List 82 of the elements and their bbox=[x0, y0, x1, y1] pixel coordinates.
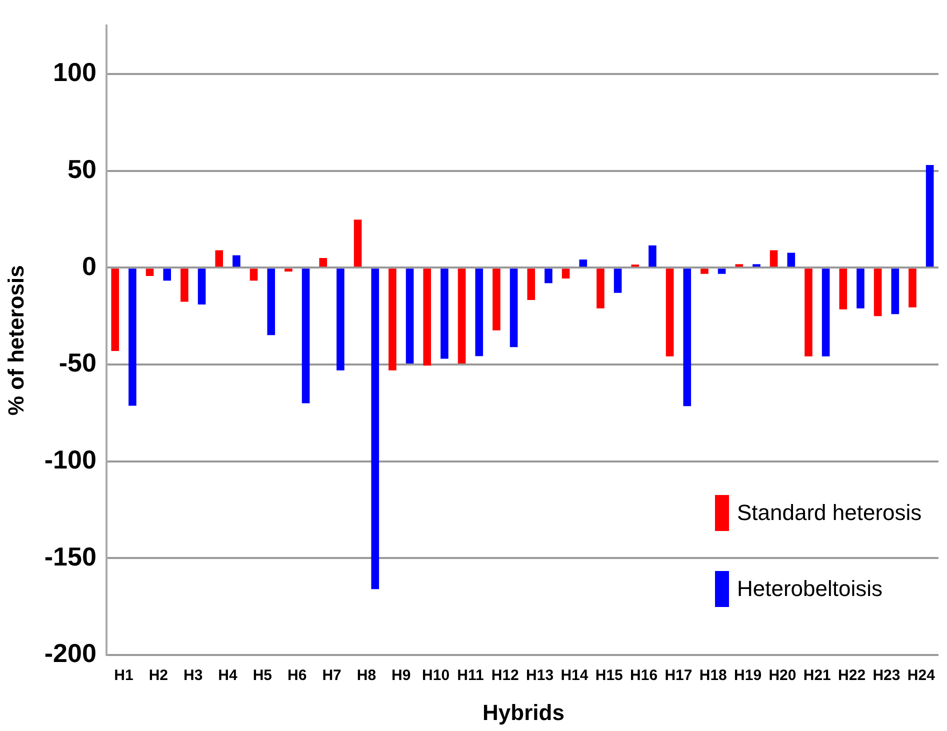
x-tick-label: H5 bbox=[252, 667, 272, 684]
x-tick-label: H4 bbox=[218, 667, 238, 684]
bar bbox=[163, 268, 172, 281]
x-tick-label: H8 bbox=[356, 667, 376, 684]
y-tick-label: -50 bbox=[58, 348, 96, 378]
bar bbox=[302, 268, 310, 404]
bar bbox=[128, 268, 136, 406]
bar bbox=[926, 165, 934, 267]
bar bbox=[908, 268, 916, 308]
bar bbox=[596, 268, 604, 308]
y-axis-title: % of heterosis bbox=[3, 265, 28, 416]
bar bbox=[371, 268, 380, 590]
y-tick-label: -150 bbox=[44, 541, 96, 572]
bar bbox=[267, 268, 276, 336]
x-tick-label: H22 bbox=[838, 667, 866, 684]
bar bbox=[319, 258, 328, 267]
x-tick-label: H6 bbox=[288, 667, 307, 684]
y-tick-label: 100 bbox=[53, 57, 96, 88]
bar bbox=[215, 250, 224, 267]
bar bbox=[822, 268, 830, 356]
y-tick-label: 0 bbox=[82, 250, 96, 281]
bar bbox=[562, 268, 570, 279]
bar bbox=[735, 264, 744, 267]
bar bbox=[839, 268, 848, 310]
bar bbox=[111, 268, 120, 351]
bar bbox=[683, 268, 692, 406]
bar bbox=[354, 220, 362, 267]
bar bbox=[475, 268, 484, 356]
bar bbox=[787, 252, 796, 267]
bar bbox=[336, 268, 344, 370]
bar bbox=[614, 268, 622, 293]
x-tick-label: H16 bbox=[630, 667, 658, 684]
bar bbox=[423, 268, 432, 366]
bar bbox=[198, 268, 206, 304]
bar bbox=[770, 250, 778, 267]
bar bbox=[579, 260, 588, 267]
bar bbox=[891, 268, 900, 314]
x-tick-label: H19 bbox=[734, 667, 762, 684]
x-tick-label: H15 bbox=[595, 667, 623, 684]
y-tick-label: 50 bbox=[68, 154, 96, 184]
x-tick-label: H2 bbox=[148, 667, 168, 684]
y-tick-label: -100 bbox=[44, 444, 96, 475]
bar bbox=[544, 268, 552, 284]
bar bbox=[146, 268, 154, 276]
bar bbox=[510, 268, 518, 348]
x-tick-label: H14 bbox=[560, 667, 589, 684]
x-tick-label: H7 bbox=[322, 667, 342, 684]
x-tick-label: H17 bbox=[664, 667, 692, 684]
x-tick-label: H1 bbox=[114, 667, 134, 684]
bar bbox=[856, 268, 864, 308]
bar bbox=[527, 268, 536, 300]
bar bbox=[752, 264, 760, 267]
bar bbox=[700, 268, 708, 274]
x-tick-label: H3 bbox=[184, 667, 203, 684]
bar bbox=[388, 268, 396, 370]
x-tick-label: H21 bbox=[803, 667, 831, 684]
bar bbox=[874, 268, 882, 316]
x-tick-label: H18 bbox=[699, 667, 727, 684]
bar bbox=[250, 268, 258, 281]
bar bbox=[232, 255, 240, 267]
x-tick-label: H13 bbox=[526, 667, 554, 684]
y-tick-label: -200 bbox=[44, 638, 96, 668]
x-tick-label: H20 bbox=[768, 667, 796, 684]
bar bbox=[440, 268, 448, 359]
bar bbox=[406, 268, 414, 364]
legend-label: Standard heterosis bbox=[737, 500, 922, 526]
bar bbox=[648, 245, 656, 267]
x-tick-label: H11 bbox=[457, 667, 484, 684]
bar bbox=[718, 268, 726, 274]
x-tick-label: H9 bbox=[392, 667, 411, 684]
legend-label: Heterobeltoisis bbox=[737, 576, 883, 602]
bar bbox=[804, 268, 812, 356]
bar bbox=[284, 268, 292, 272]
x-tick-label: H23 bbox=[872, 667, 900, 684]
x-tick-label: H24 bbox=[907, 667, 936, 684]
bar bbox=[458, 268, 466, 364]
x-axis-title: Hybrids bbox=[482, 700, 566, 726]
bar bbox=[180, 268, 188, 302]
x-tick-label: H10 bbox=[422, 667, 450, 684]
bar bbox=[492, 268, 500, 330]
x-tick-label: H12 bbox=[491, 667, 519, 684]
bar bbox=[666, 268, 674, 356]
